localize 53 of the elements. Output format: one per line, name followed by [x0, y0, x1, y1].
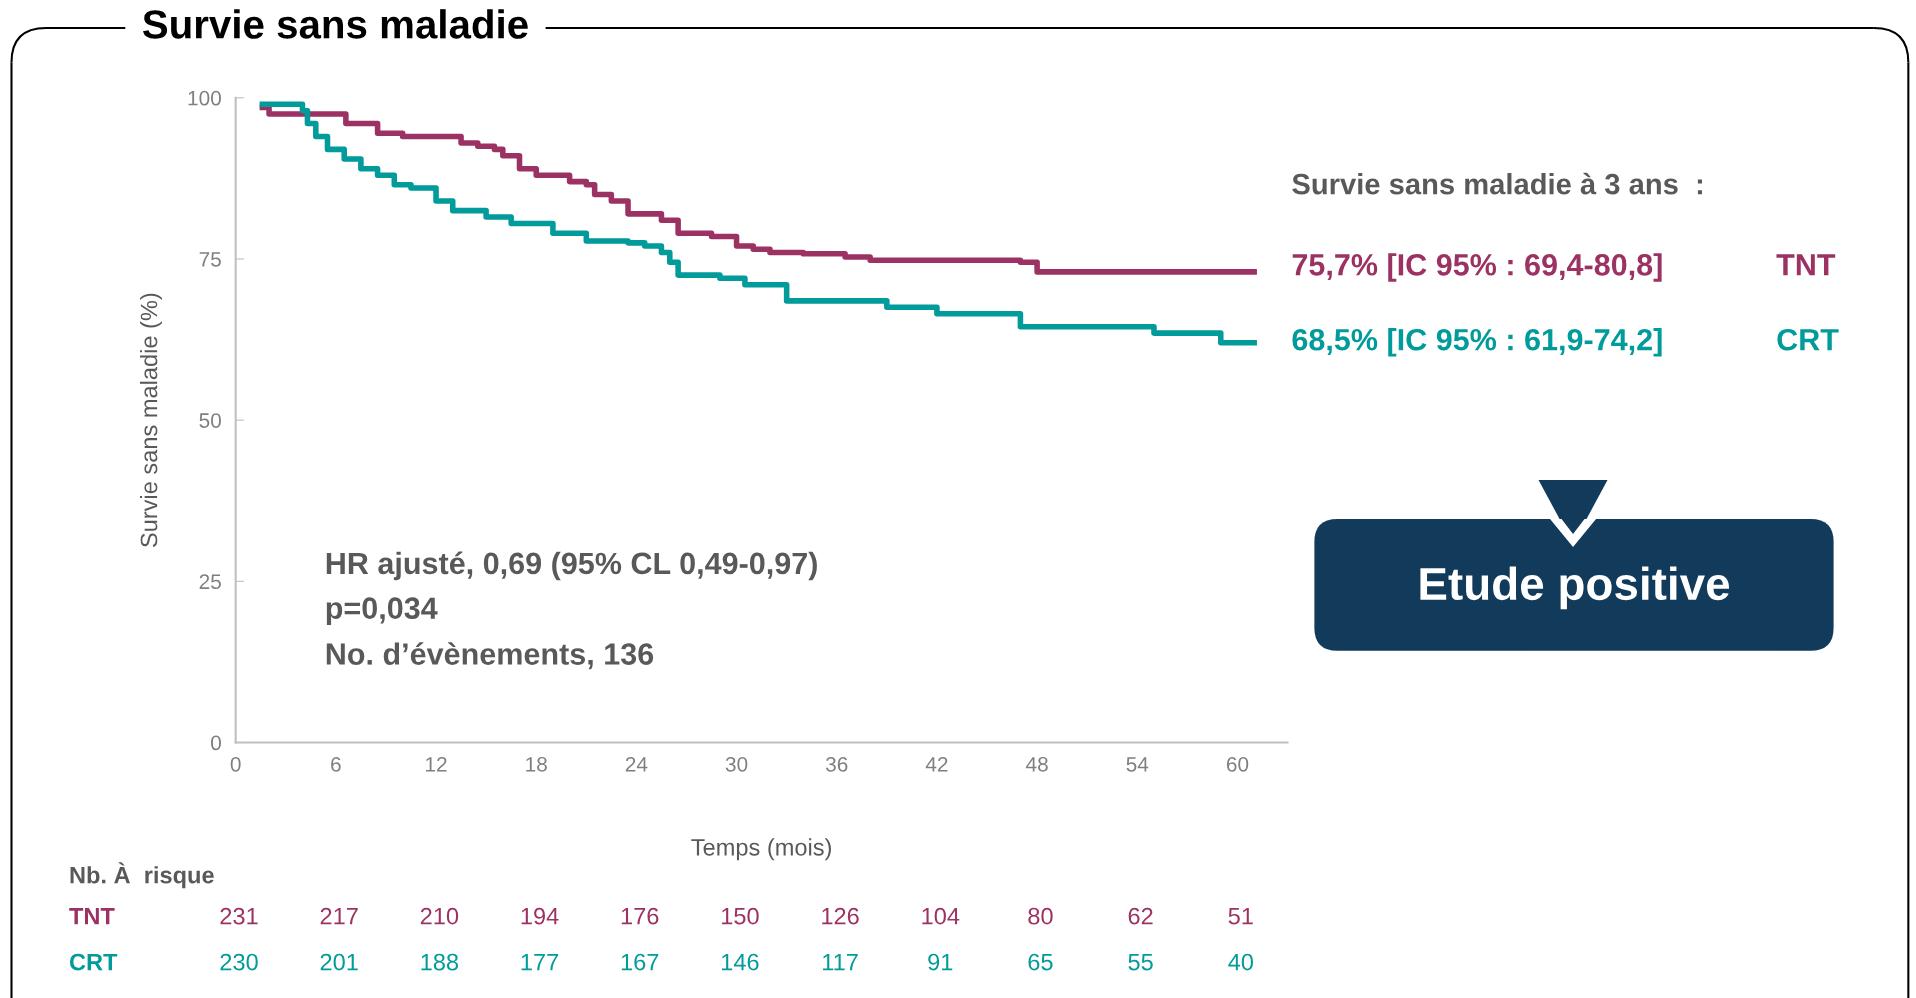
text: 230 [220, 953, 258, 971]
text: 194 [521, 907, 559, 925]
x-tick-label: 60 [1226, 756, 1249, 772]
x-tick-label: 12 [426, 756, 447, 772]
y-tick-label: 50 [199, 413, 221, 428]
text: TNT [69, 908, 115, 925]
x-tick-label: 48 [1026, 756, 1048, 772]
text: 91 [928, 953, 953, 971]
text: 217 [320, 907, 358, 925]
text: Survie sans maladie à 3 ans : [1292, 172, 1702, 195]
text: 65 [1028, 953, 1053, 971]
y-tick-label: 0 [211, 735, 221, 751]
text: 231 [220, 907, 258, 925]
chart-title: Survie sans maladie [142, 9, 528, 39]
text: 55 [1128, 953, 1153, 971]
text: CRT [69, 953, 118, 971]
text: 150 [722, 907, 759, 925]
text: TNT [1776, 254, 1836, 276]
x-axis-title: Temps (mois) [691, 838, 831, 861]
y-axis-title: Survie sans maladie (%) [140, 293, 163, 548]
text: 75,7% [IC 95% : 69,4-80,8] [1292, 253, 1662, 282]
text: Etude positive [1420, 566, 1730, 610]
x-tick-label: 6 [331, 756, 341, 772]
x-tick-label: 0 [230, 756, 241, 772]
x-tick-label: 24 [625, 756, 648, 772]
text: 80 [1028, 907, 1053, 925]
annotation: No. d’évènements, 136 [326, 642, 654, 670]
text: 117 [823, 953, 858, 971]
x-tick-label: 36 [825, 756, 848, 772]
x-tick-label: 30 [725, 756, 748, 772]
y-tick-label: 100 [188, 90, 221, 106]
annotation: p=0,034 [326, 597, 438, 626]
y-tick-label: 25 [199, 574, 221, 590]
y-tick-label: 75 [199, 252, 221, 267]
text: Nb. À risque [70, 862, 214, 889]
text: 68,5% [IC 95% : 61,9-74,2] [1292, 328, 1662, 357]
text: 104 [922, 907, 960, 925]
x-tick-label: 54 [1126, 757, 1149, 772]
text: 177 [521, 953, 559, 971]
text: 146 [722, 953, 759, 971]
annotation: HR ajusté, 0,69 (95% CL 0,49-0,97) [326, 551, 817, 581]
text: 51 [1228, 908, 1253, 925]
text: 62 [1128, 907, 1153, 925]
text: 210 [420, 907, 459, 925]
text: 176 [621, 907, 659, 925]
text: 167 [621, 953, 659, 971]
text: 188 [421, 953, 459, 971]
x-tick-label: 18 [526, 756, 547, 772]
text: CRT [1777, 328, 1839, 351]
text: 201 [320, 953, 358, 971]
text: 126 [822, 907, 859, 925]
x-tick-label: 42 [925, 756, 948, 772]
text: 40 [1228, 953, 1254, 971]
